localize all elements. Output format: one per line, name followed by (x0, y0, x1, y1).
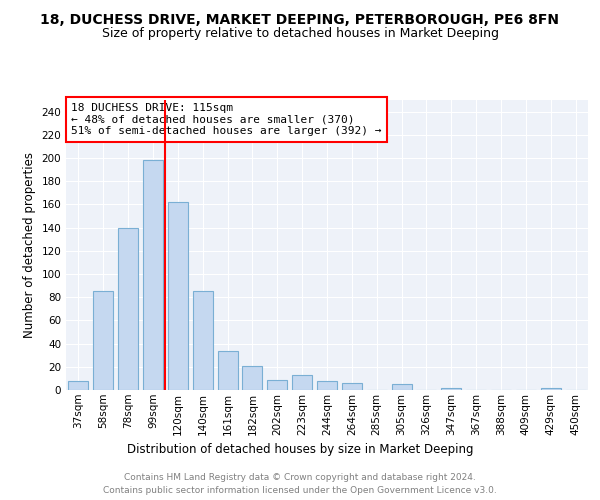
Bar (118, 228, 138, 390)
Y-axis label: Number of detached properties: Number of detached properties (23, 152, 36, 338)
Bar (342, 383, 362, 390)
Bar (317, 380, 337, 390)
Bar (242, 366, 262, 390)
Bar (94, 292, 113, 390)
Bar (442, 388, 461, 390)
Bar (68, 380, 88, 390)
Text: 18, DUCHESS DRIVE, MARKET DEEPING, PETERBOROUGH, PE6 8FN: 18, DUCHESS DRIVE, MARKET DEEPING, PETER… (41, 12, 560, 26)
Bar (392, 384, 412, 390)
Text: 18 DUCHESS DRIVE: 115sqm
← 48% of detached houses are smaller (370)
51% of semi-: 18 DUCHESS DRIVE: 115sqm ← 48% of detach… (71, 103, 382, 136)
Bar (268, 380, 287, 390)
Bar (143, 160, 163, 390)
Bar (168, 202, 188, 390)
Text: Contains HM Land Registry data © Crown copyright and database right 2024.: Contains HM Land Registry data © Crown c… (124, 472, 476, 482)
Text: Size of property relative to detached houses in Market Deeping: Size of property relative to detached ho… (101, 28, 499, 40)
Bar (292, 375, 312, 390)
Text: Distribution of detached houses by size in Market Deeping: Distribution of detached houses by size … (127, 442, 473, 456)
Bar (218, 350, 238, 390)
Text: Contains public sector information licensed under the Open Government Licence v3: Contains public sector information licen… (103, 486, 497, 495)
Bar (541, 388, 560, 390)
Bar (193, 292, 212, 390)
